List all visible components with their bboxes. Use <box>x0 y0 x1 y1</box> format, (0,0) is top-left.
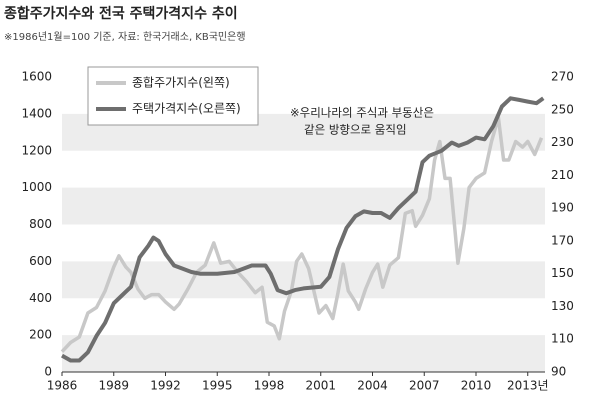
y-tick-label: 1400 <box>21 106 52 120</box>
y2-tick-label: 130 <box>551 299 574 313</box>
legend-label: 주택가격지수(오른쪽) <box>132 102 241 116</box>
y2-tick-label: 110 <box>551 332 574 346</box>
grid-band <box>62 261 545 299</box>
legend-label: 종합주가지수(왼쪽) <box>132 76 230 90</box>
y2-tick-label: 230 <box>551 135 574 149</box>
y-tick-label: 1000 <box>21 180 52 194</box>
x-tick-label: 2004 <box>357 379 388 393</box>
y-tick-label: 0 <box>44 365 52 379</box>
y2-tick-label: 90 <box>551 365 566 379</box>
grid-band <box>62 335 545 372</box>
y2-tick-label: 270 <box>551 70 574 84</box>
y-tick-label: 600 <box>29 254 52 268</box>
legend-box <box>87 66 259 126</box>
y2-tick-label: 150 <box>551 266 574 280</box>
y2-tick-label: 250 <box>551 102 574 116</box>
y-tick-label: 1200 <box>21 143 52 157</box>
y2-tick-label: 210 <box>551 168 574 182</box>
y-tick-label: 400 <box>29 291 52 305</box>
chart-subtitle: ※1986년1월=100 기준, 자료: 한국거래소, KB국민은행 <box>4 31 246 43</box>
x-tick-label: 2001 <box>305 379 336 393</box>
x-tick-label: 1995 <box>202 379 233 393</box>
x-tick-label: 2010 <box>461 379 492 393</box>
series-line <box>60 115 544 353</box>
y-tick-label: 1600 <box>21 70 52 84</box>
x-tick-label: 2007 <box>409 379 440 393</box>
x-tick-label: 2013년 <box>507 379 549 393</box>
annotation: 같은 방향으로 움직임 <box>304 123 407 137</box>
y2-tick-label: 190 <box>551 201 574 215</box>
chart-title: 종합주가지수와 전국 주택가격지수 추이 <box>4 5 238 22</box>
y-tick-label: 200 <box>29 328 52 342</box>
y-tick-label: 800 <box>29 217 52 231</box>
y2-tick-label: 170 <box>551 233 574 247</box>
x-tick-label: 1986 <box>47 379 78 393</box>
grid-band <box>62 187 545 225</box>
series-line <box>61 96 545 363</box>
x-tick-label: 1989 <box>98 379 129 393</box>
annotation: ※우리나라의 주식과 부동산은 <box>290 106 434 120</box>
x-tick-label: 1992 <box>150 379 181 393</box>
bands <box>62 113 545 372</box>
x-tick-label: 1998 <box>254 379 285 393</box>
